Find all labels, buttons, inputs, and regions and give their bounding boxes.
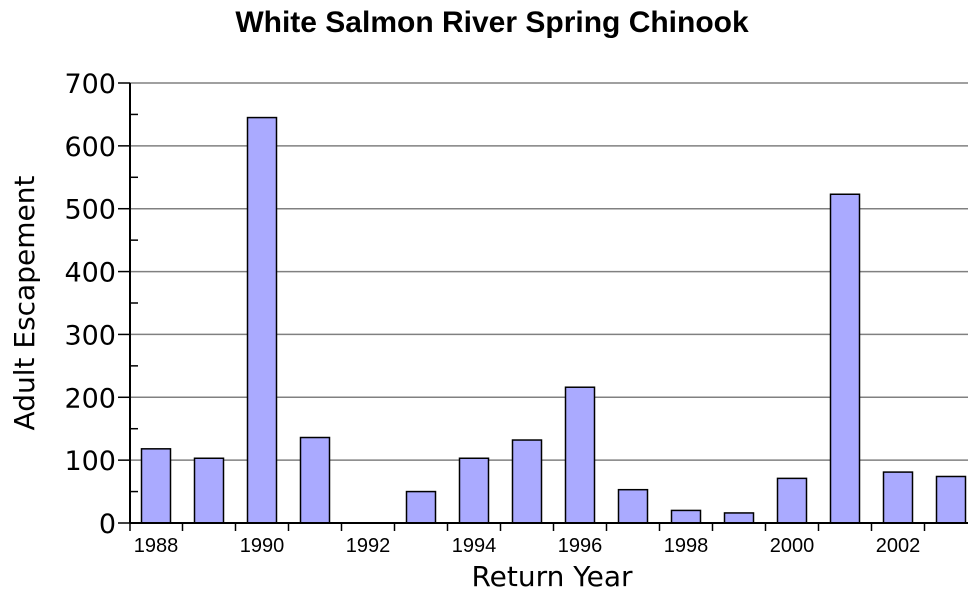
y-tick-label-2: 200 (64, 383, 116, 414)
y-tick-labels: 0 100 200 300 400 500 600 700 (64, 69, 116, 540)
y-tick-label-4: 400 (64, 258, 116, 289)
x-tick-label-2000: 2000 (770, 535, 815, 557)
bar-2001 (829, 193, 861, 524)
axes (118, 82, 968, 531)
bar-1995 (511, 439, 543, 524)
x-tick-label-1992: 1992 (346, 535, 391, 557)
x-tick-label-1988: 1988 (134, 535, 179, 557)
y-axis-label: Adult Escapement (8, 176, 41, 431)
bar-2002 (882, 471, 914, 524)
x-tick-label-1994: 1994 (452, 535, 497, 557)
y-tick-label-3: 300 (64, 320, 116, 351)
bar-1989 (193, 457, 225, 524)
x-tick-label-1998: 1998 (664, 535, 709, 557)
bar-1994 (458, 457, 490, 524)
y-tick-label-6: 600 (64, 132, 116, 163)
bar-1997 (617, 488, 649, 524)
x-tick-label-2002: 2002 (876, 535, 921, 557)
x-axis-label: Return Year (471, 560, 633, 590)
bar-1998 (670, 509, 702, 524)
y-tick-label-1: 100 (64, 446, 116, 477)
x-tick-label-1996: 1996 (558, 535, 603, 557)
bar-1996 (564, 386, 596, 524)
y-tick-label-7: 700 (64, 69, 116, 100)
bar-1991 (299, 436, 331, 524)
x-tick-label-1990: 1990 (240, 535, 285, 557)
bar-2003 (935, 475, 967, 524)
bar-1993 (405, 490, 437, 524)
y-tick-label-5: 500 (64, 195, 116, 226)
bar-1990 (246, 116, 278, 524)
bar-1988 (140, 448, 172, 524)
bar-1999 (723, 512, 755, 524)
bar-2000 (776, 477, 808, 524)
chart-title: White Salmon River Spring Chinook (235, 6, 749, 39)
x-tick-labels: 1988 1990 1992 1994 1996 1998 2000 2002 (134, 535, 921, 557)
y-tick-label-0: 0 (99, 509, 116, 540)
bars (140, 116, 967, 524)
